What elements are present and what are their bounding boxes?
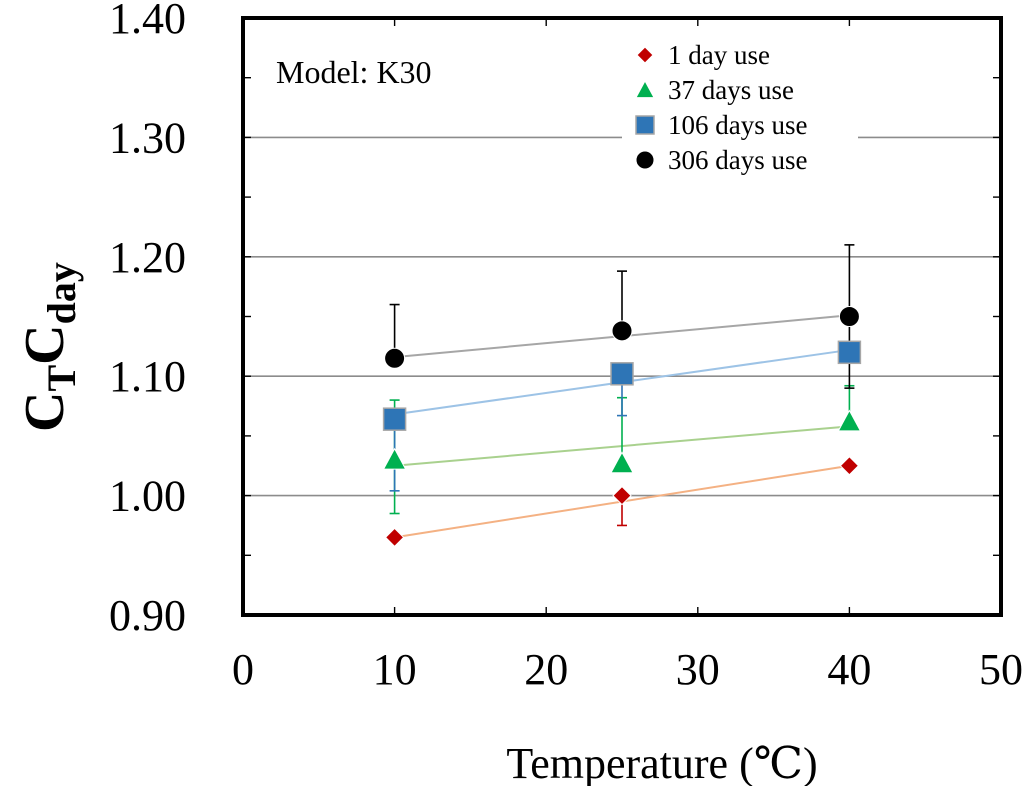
legend: 1 day use 37 days use 106 days use 306 days… xyxy=(635,40,807,175)
model-annotation: Model: K30 xyxy=(276,54,432,90)
data-point-triangle xyxy=(382,447,407,470)
data-point-triangle xyxy=(610,451,634,474)
legend-label: 306 days use xyxy=(668,145,807,175)
legend-label: 1 day use xyxy=(668,40,770,70)
y-tick-label: 1.20 xyxy=(109,233,186,282)
legend-label: 37 days use xyxy=(668,75,794,105)
y-axis-title-main1: C xyxy=(14,392,76,432)
data-point-diamond xyxy=(839,456,860,476)
legend-marker-triangle xyxy=(635,79,655,99)
axis-ticks xyxy=(242,18,1002,616)
data-point-diamond xyxy=(612,485,632,506)
y-axis-title-sub2: day xyxy=(39,262,84,324)
y-tick-label: 1.00 xyxy=(109,472,186,521)
x-tick-label: 40 xyxy=(827,645,871,694)
legend-backdrop xyxy=(622,36,858,186)
x-tick-label: 50 xyxy=(979,645,1023,694)
legend-marker-square xyxy=(635,115,655,135)
data-point-diamond xyxy=(384,527,405,548)
y-axis-title: CTCday xyxy=(14,262,84,432)
x-tick-label: 0 xyxy=(232,645,254,694)
x-tick-label: 10 xyxy=(373,645,417,694)
legend-marker-circle xyxy=(635,150,655,170)
y-tick-label: 0.90 xyxy=(109,591,186,640)
x-tick-labels: 0 10 20 30 40 50 xyxy=(232,645,1023,694)
y-tick-label: 1.40 xyxy=(109,0,186,43)
data-point-square xyxy=(382,407,407,431)
annotation-backdrop xyxy=(262,40,580,110)
y-tick-label: 1.30 xyxy=(109,113,186,162)
y-tick-labels: 0.90 1.00 1.10 1.20 1.30 1.40 xyxy=(109,0,186,640)
data-point-square xyxy=(610,362,634,386)
x-axis-title: Temperature (℃) xyxy=(506,739,817,786)
y-tick-label: 1.10 xyxy=(109,352,186,401)
data-point-triangle xyxy=(837,409,862,432)
y-axis-title-main2: C xyxy=(14,324,76,364)
legend-label: 106 days use xyxy=(668,110,807,140)
data-point-circle xyxy=(384,347,406,369)
data-point-circle xyxy=(838,306,860,327)
y-axis-title-sub1: T xyxy=(39,365,84,392)
x-tick-label: 30 xyxy=(676,645,720,694)
legend-marker-diamond xyxy=(636,46,654,64)
x-tick-label: 20 xyxy=(524,645,568,694)
data-markers xyxy=(382,306,862,548)
data-point-circle xyxy=(611,320,633,342)
data-point-square xyxy=(837,340,862,365)
